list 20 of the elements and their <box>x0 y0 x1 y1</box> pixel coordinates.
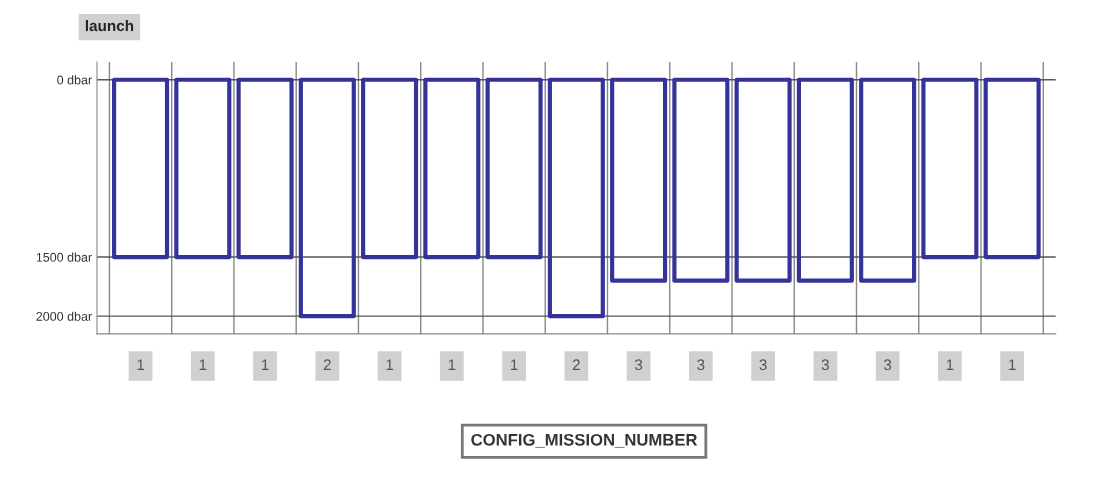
x-tick-label: 1 <box>511 359 518 370</box>
x-tick-label: 3 <box>634 359 643 371</box>
y-tick-label: 1500 dbar <box>36 252 92 262</box>
x-tick-label: 1 <box>1009 359 1016 370</box>
x-axis-title: CONFIG_MISSION_NUMBER <box>471 433 698 448</box>
x-tick-label: 3 <box>883 359 892 371</box>
x-tick-label: 1 <box>137 359 145 370</box>
y-tick-label: 0 dbar <box>57 75 92 85</box>
x-tick-label: 1 <box>386 359 394 370</box>
x-tick-label: 2 <box>572 359 580 370</box>
x-tick-label: 3 <box>759 359 767 371</box>
y-tick-label: 2000 dbar <box>36 311 92 321</box>
x-tick-label: 1 <box>261 359 269 370</box>
x-tick-label: 2 <box>323 359 331 370</box>
x-tick-label: 1 <box>946 359 954 370</box>
x-tick-label: 1 <box>199 359 207 370</box>
x-tick-label: 3 <box>697 359 705 371</box>
x-tick-label: 3 <box>821 359 829 371</box>
text: launch <box>85 19 134 32</box>
x-tick-label: 1 <box>448 359 456 370</box>
